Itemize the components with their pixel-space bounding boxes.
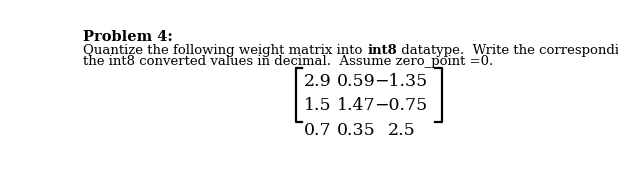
Text: int8: int8: [367, 44, 397, 56]
Text: datatype.  Write the corresponding matrix showing only: datatype. Write the corresponding matrix…: [397, 44, 618, 56]
Text: Problem 4:: Problem 4:: [83, 30, 173, 44]
Text: 1.47: 1.47: [337, 97, 376, 114]
Text: 2.5: 2.5: [387, 122, 415, 139]
Text: −0.75: −0.75: [375, 97, 428, 114]
Text: the int8 converted values in decimal.  Assume zero_point =0.: the int8 converted values in decimal. As…: [83, 55, 494, 68]
Text: 1.5: 1.5: [303, 97, 331, 114]
Text: 2.9: 2.9: [303, 73, 331, 90]
Text: 0.7: 0.7: [303, 122, 331, 139]
Text: 0.59: 0.59: [337, 73, 376, 90]
Text: Quantize the following weight matrix into: Quantize the following weight matrix int…: [83, 44, 367, 56]
Text: 0.35: 0.35: [337, 122, 376, 139]
Text: −1.35: −1.35: [375, 73, 428, 90]
